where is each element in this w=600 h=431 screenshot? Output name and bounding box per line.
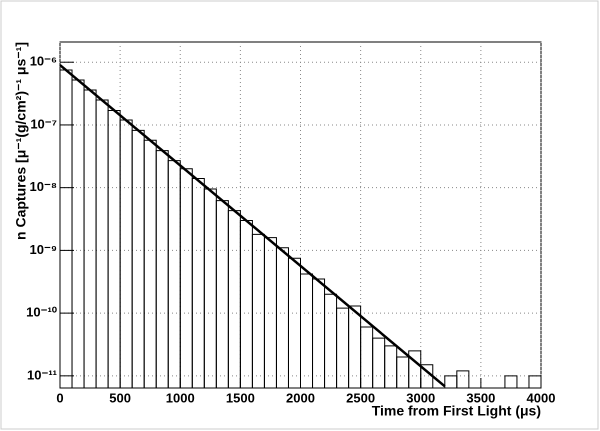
y-tick-label: 10⁻¹¹ — [27, 367, 57, 382]
x-tick-label: 2500 — [346, 390, 375, 405]
x-tick-label: 3500 — [466, 390, 495, 405]
histogram-bin — [456, 370, 470, 388]
x-tick-label: 0 — [56, 390, 63, 405]
histogram-bin — [504, 375, 518, 388]
x-tick-label: 2000 — [286, 390, 315, 405]
x-tick-label: 4000 — [527, 390, 556, 405]
x-tick-label: 1000 — [166, 390, 195, 405]
histogram-bin — [528, 375, 542, 388]
x-tick-label: 3000 — [406, 390, 435, 405]
y-tick-label: 10⁻⁷ — [30, 116, 57, 131]
y-tick-label: 10⁻¹⁰ — [26, 305, 58, 320]
y-tick-label: 10⁻⁹ — [30, 242, 58, 257]
y-tick-label: 10⁻⁸ — [30, 179, 57, 194]
fit-line — [59, 64, 446, 388]
x-axis-title: Time from First Light (μs) — [372, 403, 541, 419]
y-tick-label: 10⁻⁶ — [30, 54, 57, 69]
x-tick-label: 1500 — [226, 390, 255, 405]
x-tick-label: 500 — [109, 390, 131, 405]
y-axis-title: n Captures [μ⁻¹(g/cm²)⁻¹ μs⁻¹] — [13, 42, 29, 240]
